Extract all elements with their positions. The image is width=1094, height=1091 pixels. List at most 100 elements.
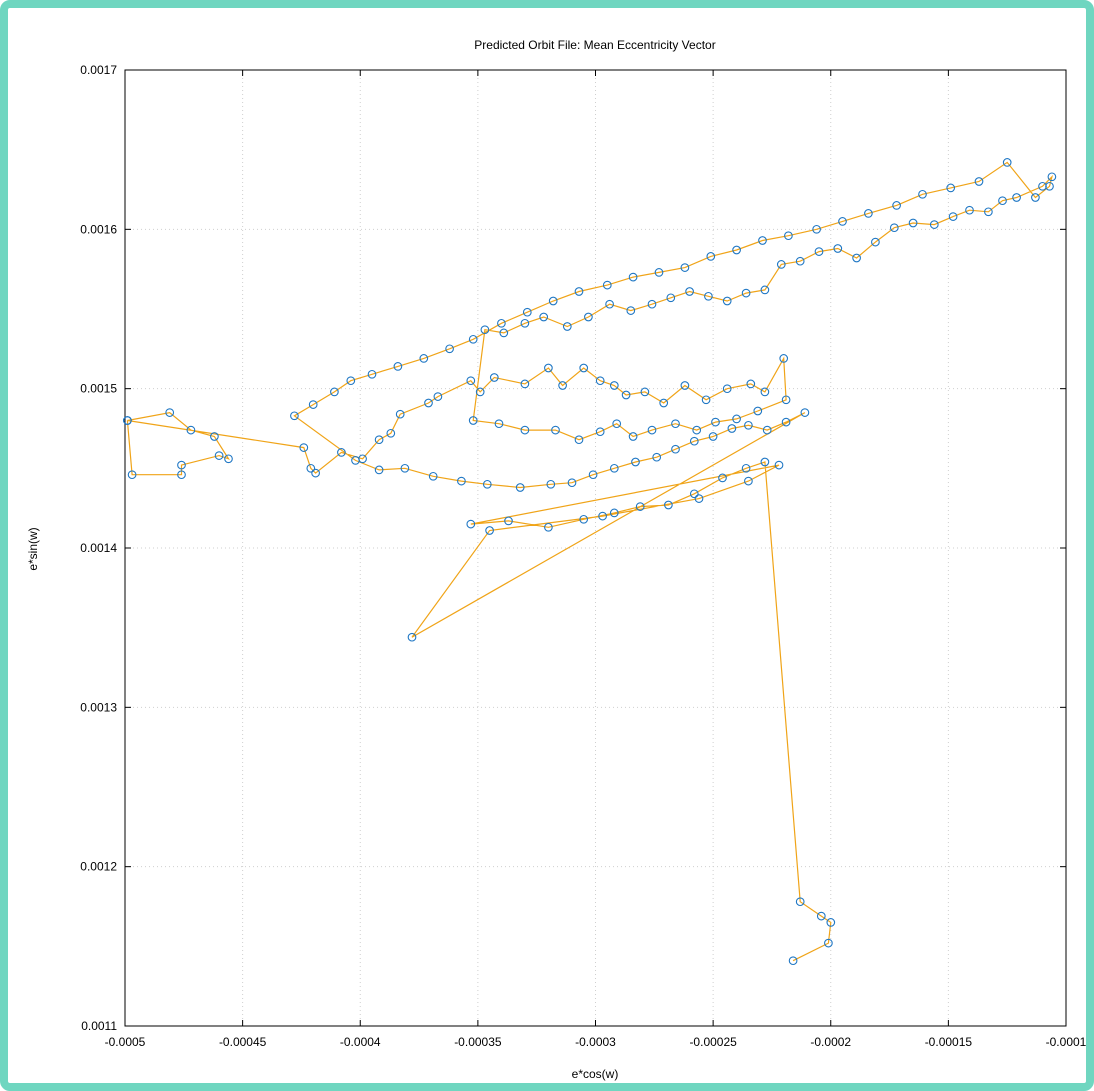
data-point [308, 400, 318, 409]
data-point [468, 334, 478, 344]
data-point [946, 183, 956, 193]
data-point [551, 425, 560, 435]
data-point [475, 387, 485, 397]
series-line [126, 161, 1054, 962]
data-point [984, 207, 993, 217]
x-tick-label: -0.0002 [810, 1035, 851, 1049]
data-point [727, 424, 737, 433]
data-point [826, 918, 836, 927]
data-point [838, 217, 847, 226]
data-point [680, 381, 690, 390]
x-tick-label: -0.00015 [925, 1035, 973, 1049]
data-point [544, 522, 553, 532]
data-point [337, 448, 346, 457]
data-point [386, 428, 396, 438]
data-point [395, 409, 405, 419]
data-point [489, 373, 499, 382]
data-point [482, 479, 492, 489]
data-point [400, 463, 410, 473]
data-point [664, 500, 673, 510]
data-point [290, 411, 299, 421]
data-point [504, 516, 513, 526]
data-point [186, 425, 196, 435]
data-point [346, 376, 356, 386]
data-point [602, 280, 612, 290]
data-point [965, 205, 974, 215]
data-point [871, 237, 880, 247]
data-point [647, 299, 657, 309]
data-point [595, 427, 605, 437]
data-point [779, 354, 789, 363]
data-point [466, 519, 476, 529]
data-point [306, 463, 316, 473]
data-point [1031, 193, 1040, 202]
data-point [598, 511, 607, 521]
data-point [760, 285, 770, 295]
data-point [760, 387, 770, 397]
data-point [692, 425, 702, 435]
data-point [548, 296, 558, 306]
data-point [1045, 181, 1054, 191]
data-point [433, 392, 443, 401]
data-point [605, 299, 614, 309]
x-axis-label: e*cos(w) [572, 1067, 619, 1081]
data-point [741, 463, 751, 473]
series-group [123, 158, 1057, 966]
y-axis-label: e*sin(w) [26, 527, 40, 570]
data-point [515, 483, 525, 492]
data-point [210, 432, 219, 441]
data-point [177, 460, 186, 470]
x-tick-label: -0.0003 [575, 1035, 616, 1049]
data-point [224, 454, 233, 464]
data-point [609, 381, 619, 390]
data-point [165, 408, 175, 417]
data-point [468, 416, 478, 425]
data-point [758, 236, 767, 245]
data-point [671, 444, 680, 454]
data-point [784, 231, 793, 241]
data-point [654, 268, 664, 277]
data-point [1012, 193, 1021, 202]
data-point [666, 293, 676, 303]
data-point [701, 395, 711, 405]
data-point [788, 956, 798, 966]
data-point [626, 306, 636, 315]
data-point [864, 209, 873, 218]
data-point [497, 318, 506, 328]
data-point [567, 478, 577, 488]
data-point [852, 253, 861, 263]
data-point [929, 220, 939, 229]
data-point [652, 452, 662, 462]
y-tick-label: 0.0013 [80, 700, 117, 714]
data-point [974, 177, 984, 186]
data-point [299, 443, 309, 452]
data-point [588, 470, 598, 480]
data-point [685, 287, 694, 296]
chart-title: Predicted Orbit File: Mean Eccentricity … [474, 38, 715, 52]
data-point [574, 435, 584, 445]
data-point [485, 526, 494, 535]
data-point [671, 419, 680, 429]
data-point [574, 287, 584, 296]
data-point [659, 398, 669, 408]
data-point [795, 256, 805, 266]
data-point [546, 479, 556, 489]
data-point [445, 344, 454, 354]
data-point [694, 494, 704, 503]
data-point [480, 325, 490, 335]
data-point [520, 379, 530, 389]
data-point [680, 263, 690, 272]
data-point [595, 376, 605, 386]
data-point [824, 938, 833, 948]
data-point [704, 291, 713, 301]
data-point [746, 379, 756, 389]
data-point [214, 451, 224, 460]
data-point [621, 390, 631, 400]
y-tick-label: 0.0017 [80, 63, 117, 77]
data-point [708, 432, 718, 441]
data-point [558, 381, 567, 390]
data-point [918, 189, 927, 199]
data-point [948, 212, 958, 221]
data-point [311, 468, 320, 478]
